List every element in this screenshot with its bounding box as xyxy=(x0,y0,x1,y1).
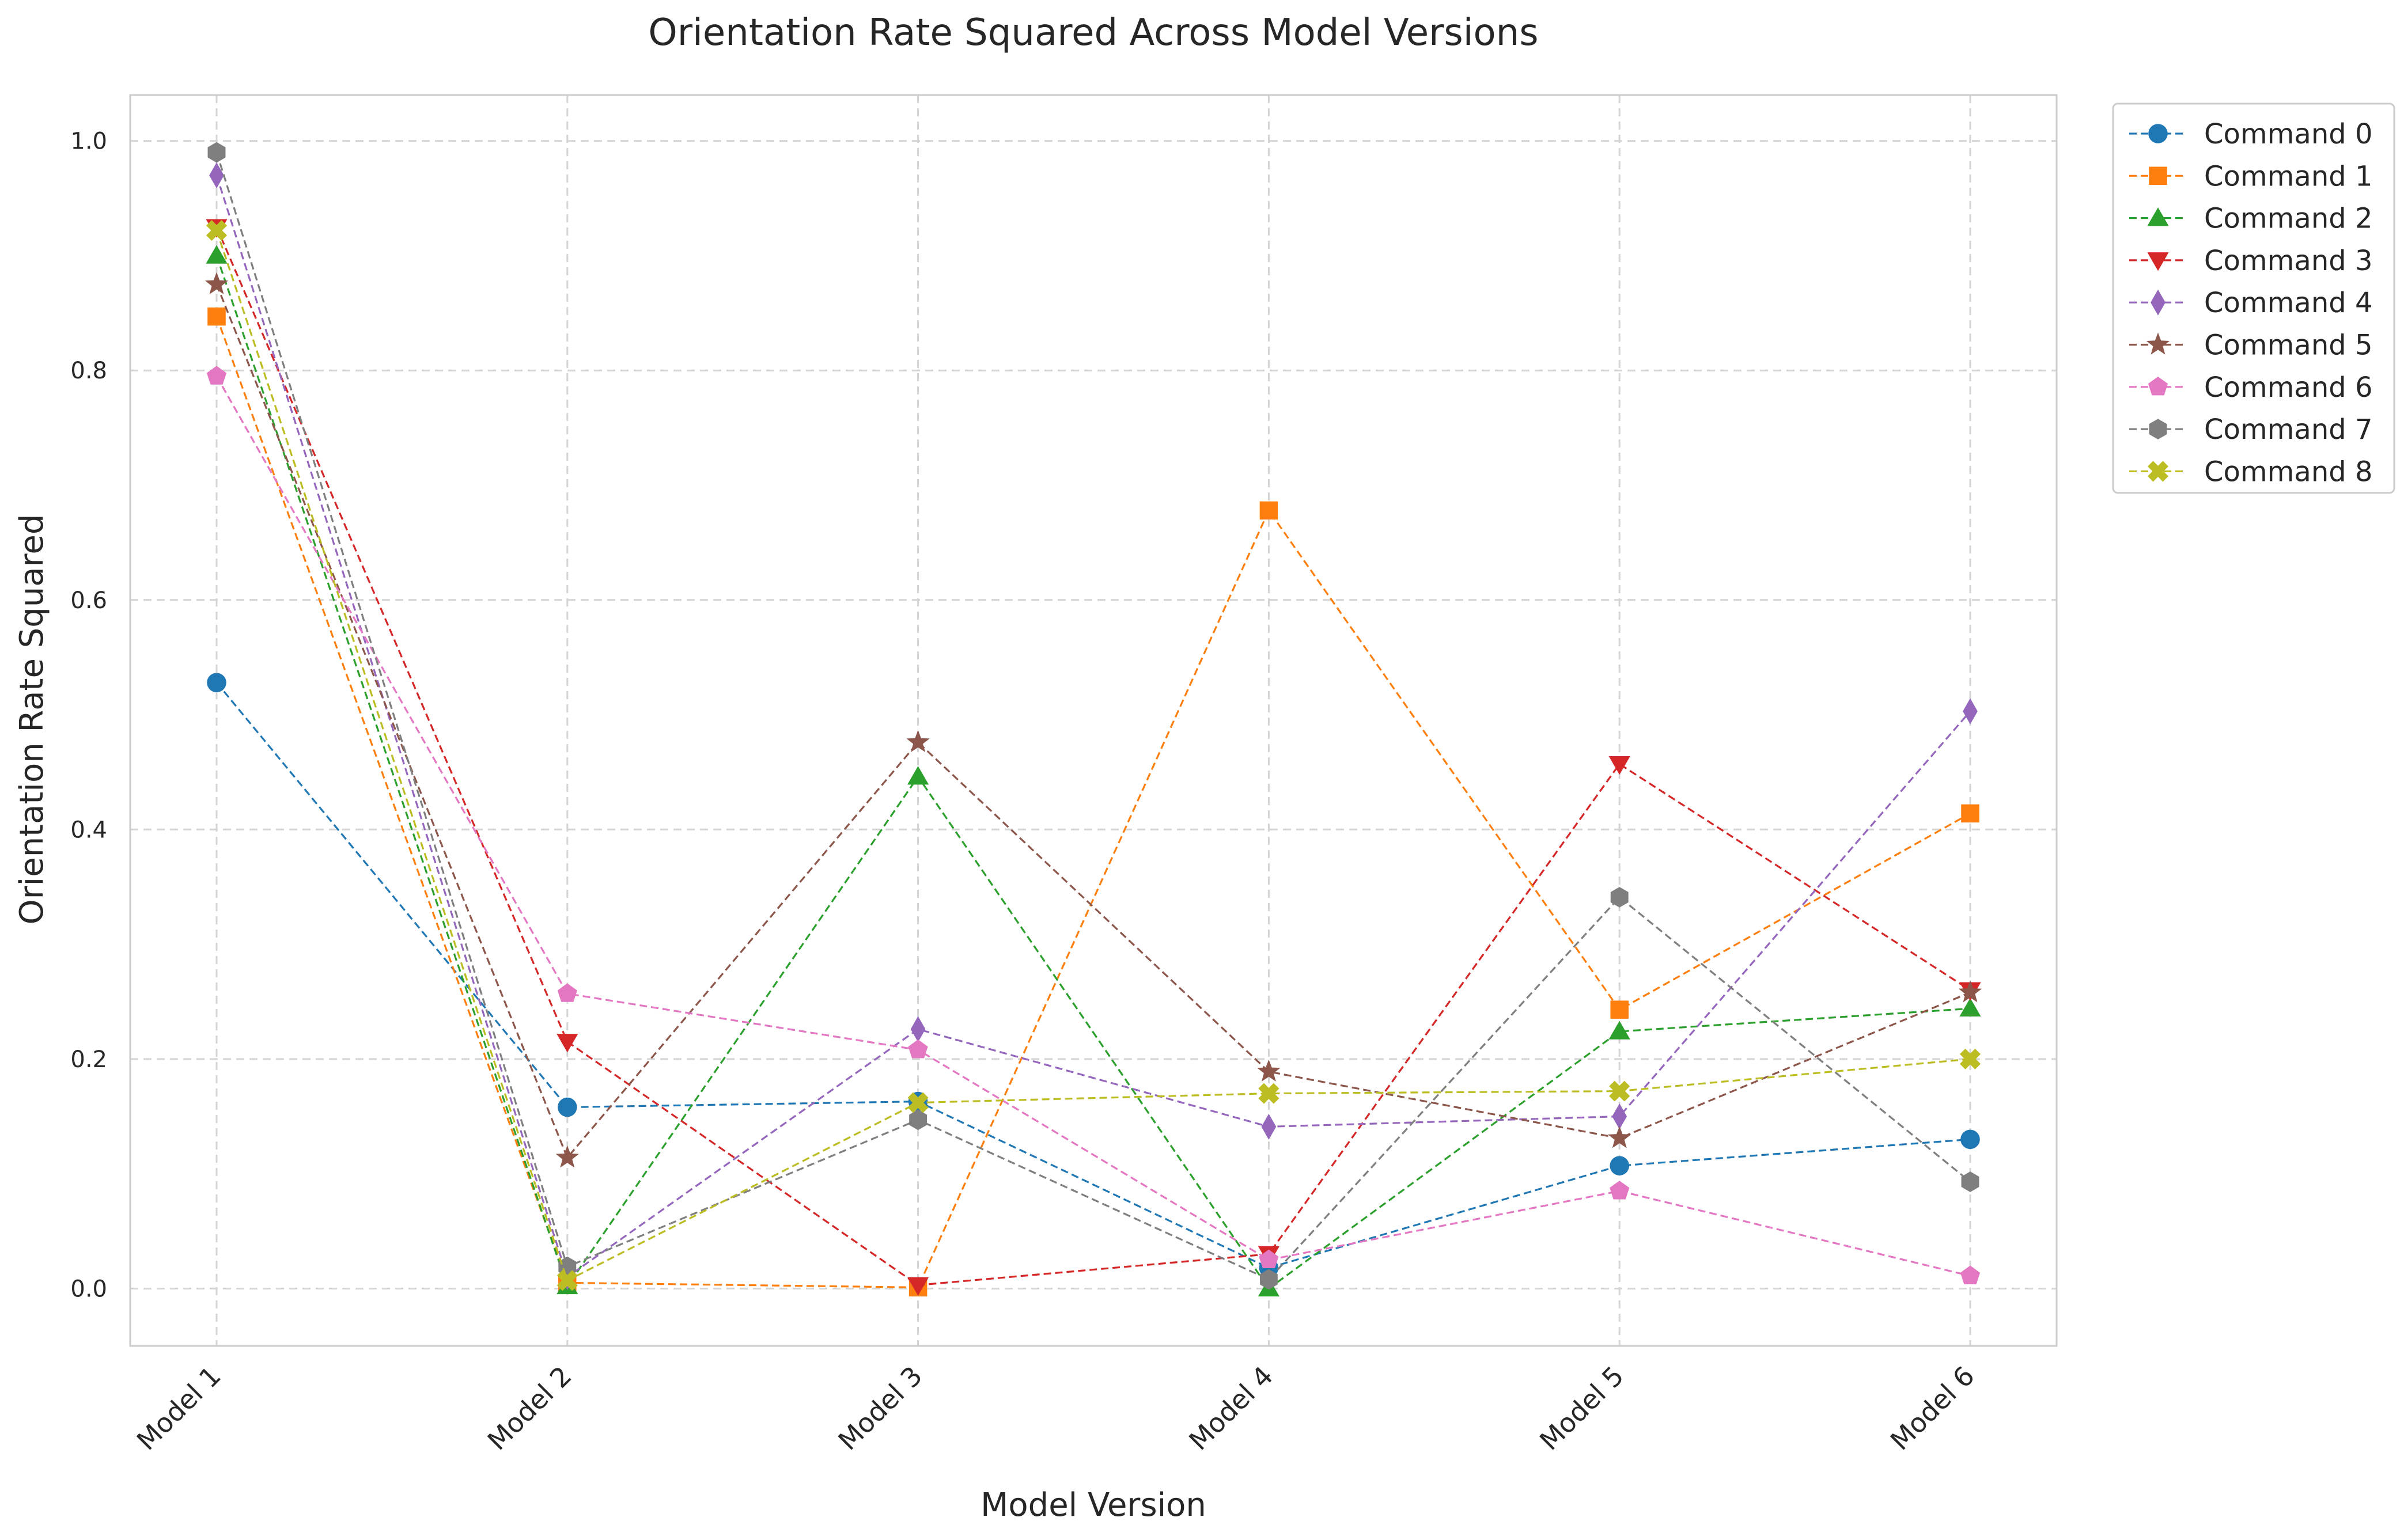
data-point-marker xyxy=(1608,756,1630,775)
y-axis-label: Orientation Rate Squared xyxy=(13,514,51,925)
data-point-marker xyxy=(906,730,930,752)
data-point-marker xyxy=(207,142,226,163)
legend-label: Command 0 xyxy=(2204,118,2373,150)
legend-item: Command 2 xyxy=(2129,203,2373,235)
grid xyxy=(130,95,2057,1346)
data-point-marker xyxy=(1958,980,1982,1003)
data-point-marker xyxy=(1610,1000,1629,1019)
legend-marker xyxy=(2149,166,2167,185)
data-point-marker xyxy=(207,307,226,326)
legend-item: Command 8 xyxy=(2129,456,2373,488)
legend-marker xyxy=(2146,332,2170,355)
legend-label: Command 1 xyxy=(2204,160,2373,192)
data-point-marker xyxy=(907,1277,929,1296)
data-point-marker xyxy=(1961,1171,1979,1192)
plot-area-frame xyxy=(129,94,2058,1347)
data-point-marker xyxy=(1608,1021,1630,1040)
data-point-marker xyxy=(209,162,224,188)
data-point-marker xyxy=(1610,1181,1630,1200)
series-command-4 xyxy=(209,162,1978,1290)
series-line xyxy=(215,152,1971,1281)
legend-item: Command 0 xyxy=(2129,118,2373,150)
data-point-marker xyxy=(207,673,226,692)
y-axis-ticks: 0.0 0.2 0.4 0.6 0.8 1.0 xyxy=(70,128,107,1303)
legend-marker xyxy=(2148,376,2168,396)
data-point-marker xyxy=(1261,1113,1277,1140)
legend-item: Command 4 xyxy=(2129,287,2373,319)
series-line xyxy=(215,255,1971,1290)
legend-frame xyxy=(2112,103,2395,494)
y-tick-label: 0.6 xyxy=(70,587,107,614)
legend-label: Command 3 xyxy=(2204,245,2373,277)
y-tick-label: 0.2 xyxy=(70,1046,107,1073)
series-line xyxy=(215,375,1971,1277)
data-point-marker xyxy=(1259,1269,1278,1290)
data-point-marker xyxy=(1259,1249,1279,1269)
series-line xyxy=(215,175,1971,1279)
data-point-marker xyxy=(1959,997,1981,1016)
data-point-marker xyxy=(557,983,577,1002)
legend-label: Command 2 xyxy=(2204,203,2373,235)
y-tick-label: 0.0 xyxy=(70,1276,107,1302)
data-point-marker xyxy=(1960,1129,1980,1150)
data-point-marker xyxy=(907,766,929,785)
series-line xyxy=(215,316,1971,1289)
data-point-marker xyxy=(1959,1048,1981,1069)
data-point-marker xyxy=(556,1034,578,1053)
data-point-marker xyxy=(205,272,229,294)
series-command-5 xyxy=(205,272,1982,1168)
data-point-marker xyxy=(556,1270,578,1291)
data-point-marker xyxy=(1610,1156,1629,1175)
legend-label: Command 7 xyxy=(2204,414,2373,446)
legend-label: Command 4 xyxy=(2204,287,2373,319)
data-point-marker xyxy=(1257,1059,1281,1082)
data-point-marker xyxy=(206,245,228,264)
chart-title: Orientation Rate Squared Across Model Ve… xyxy=(648,12,1538,54)
legend: Command 0 Command 1 Command 2 Command 3 Comm… xyxy=(2112,103,2395,494)
legend-marker xyxy=(2149,419,2167,439)
legend-item: Command 7 xyxy=(2129,414,2373,446)
data-point-marker xyxy=(555,1145,579,1168)
legend-marker xyxy=(2151,289,2166,316)
data-point-marker xyxy=(1960,1265,1981,1284)
data-point-marker xyxy=(206,220,228,241)
data-point-marker xyxy=(1963,698,1978,725)
data-point-marker xyxy=(909,1109,927,1131)
data-point-marker xyxy=(1258,1083,1279,1104)
series-line xyxy=(215,284,1971,1160)
legend-item: Command 5 xyxy=(2129,329,2373,362)
data-point-marker xyxy=(1610,887,1629,908)
data-point-marker xyxy=(907,1092,929,1113)
data-point-marker xyxy=(1608,1126,1631,1148)
y-tick-label: 0.8 xyxy=(70,358,107,384)
series-line xyxy=(215,682,1971,1269)
y-tick-label: 0.4 xyxy=(70,817,107,843)
data-point-marker xyxy=(558,1097,577,1117)
legend-label: Command 8 xyxy=(2204,456,2373,488)
legend-marker xyxy=(2148,124,2168,143)
series-command-8 xyxy=(206,220,1981,1291)
legend-marker xyxy=(2147,252,2169,271)
legend-item: Command 6 xyxy=(2129,371,2373,404)
legend-label: Command 5 xyxy=(2204,329,2373,362)
series-line xyxy=(215,226,1971,1287)
legend-item: Command 1 xyxy=(2129,160,2373,192)
data-point-marker xyxy=(1609,1080,1630,1102)
x-axis-label: Model Version xyxy=(980,1486,1206,1524)
series-group xyxy=(205,142,1982,1297)
series-command-6 xyxy=(206,366,1981,1284)
series-line xyxy=(215,230,1971,1282)
legend-marker xyxy=(2147,207,2169,226)
data-point-marker xyxy=(206,366,227,385)
legend-item: Command 3 xyxy=(2129,245,2373,277)
data-point-marker xyxy=(1961,804,1979,823)
data-point-marker xyxy=(1259,501,1278,520)
legend-marker xyxy=(2147,461,2169,482)
y-tick-label: 1.0 xyxy=(70,128,107,155)
legend-label: Command 6 xyxy=(2204,371,2373,404)
data-point-marker xyxy=(908,1039,928,1059)
